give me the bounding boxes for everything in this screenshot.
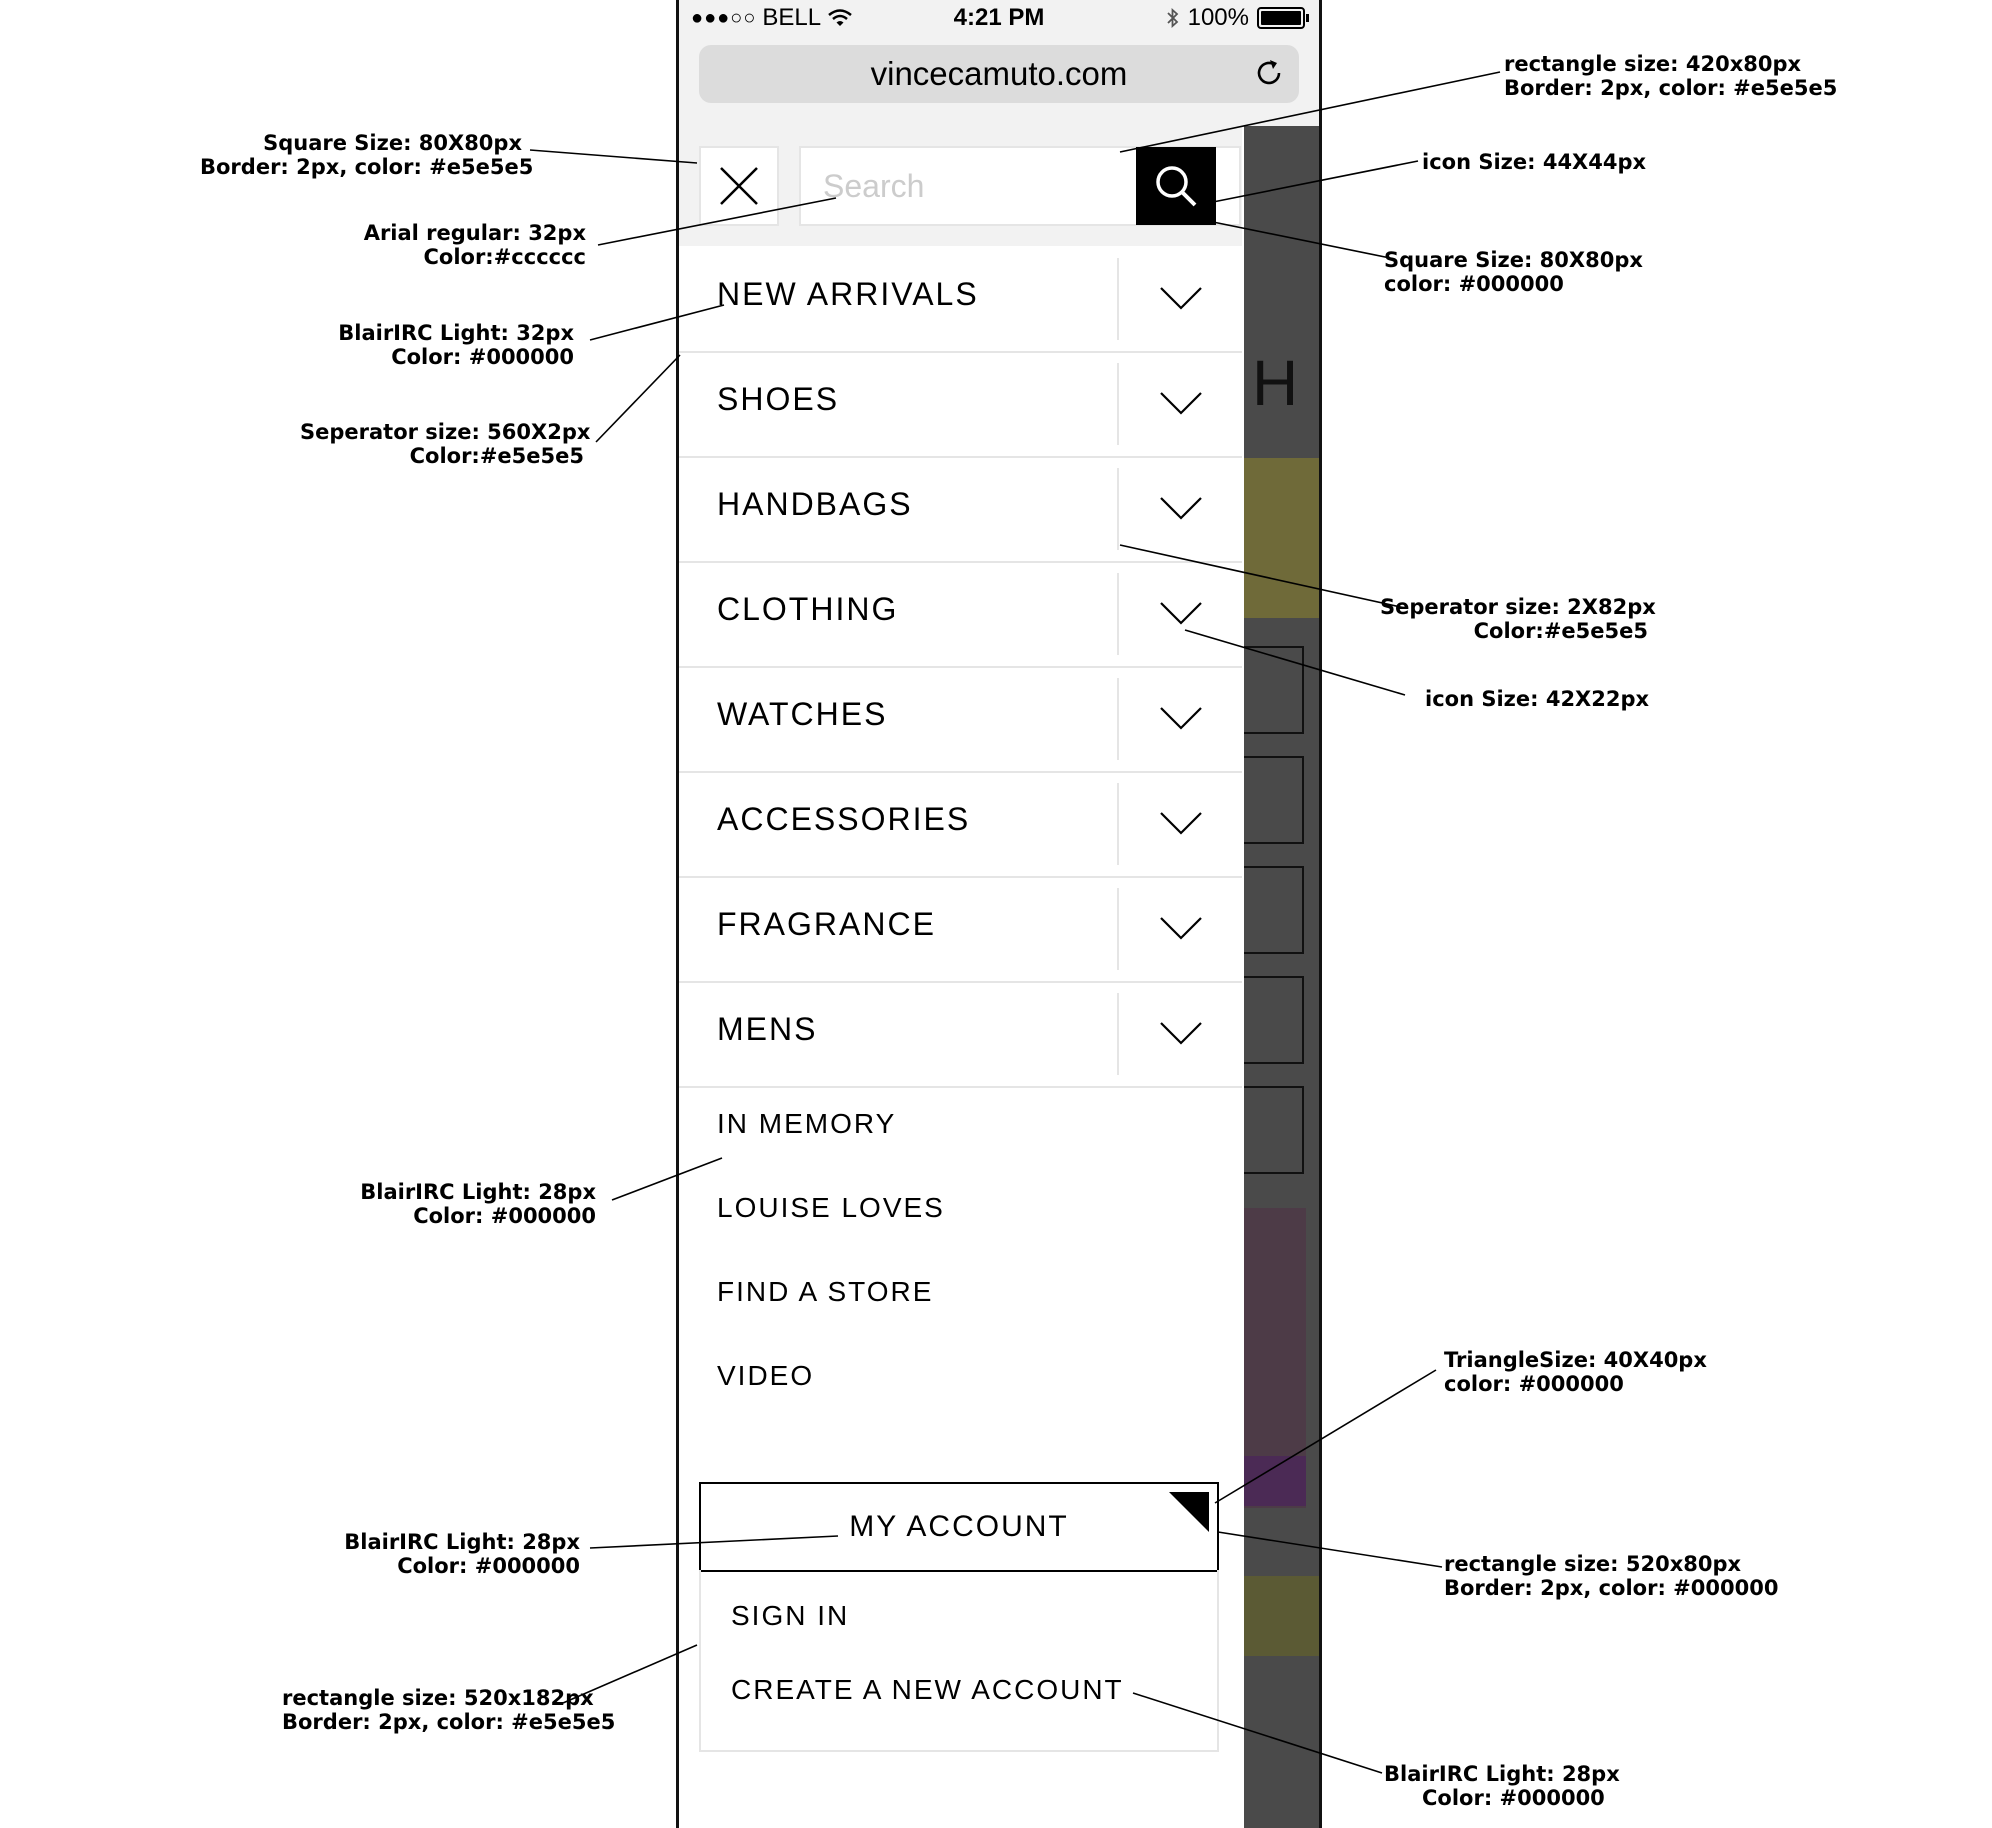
annotation-search-square: Square Size: 80X80px color: #000000	[1384, 248, 1643, 296]
search-icon	[1156, 166, 1197, 207]
url-text: vincecamuto.com	[870, 55, 1128, 92]
background-box	[1244, 756, 1304, 844]
close-button[interactable]	[699, 146, 779, 226]
create-account-link[interactable]: Create a New Account	[731, 1674, 1124, 1705]
annotation-chevron-icon: icon Size: 42X22px	[1425, 687, 1650, 711]
battery-icon	[1257, 7, 1309, 29]
close-icon	[720, 167, 758, 205]
navigation-drawer: Search New Arrivals Shoes Handbags Clothing…	[679, 126, 1242, 1828]
category-label: Accessories	[717, 801, 971, 837]
secondary-links: In Memory Louise Loves Find a Store Vide…	[717, 1108, 945, 1444]
signal-strength: ●●●○○	[691, 6, 757, 29]
bluetooth-icon	[1166, 7, 1178, 29]
annotation-links-font: BlairIRC Light: 28px Color: #000000	[360, 1180, 596, 1228]
chevron-down-icon[interactable]	[1159, 706, 1203, 730]
category-label: Fragrance	[717, 906, 936, 942]
link-video[interactable]: Video	[717, 1360, 815, 1391]
my-account-button[interactable]: MY ACCOUNT	[699, 1482, 1219, 1572]
background-page: H	[1244, 126, 1319, 1828]
background-box	[1244, 976, 1304, 1064]
category-row-mens[interactable]: Mens	[679, 983, 1242, 1088]
category-label: Clothing	[717, 591, 899, 627]
category-row-watches[interactable]: Watches	[679, 668, 1242, 773]
category-row-fragrance[interactable]: Fragrance	[679, 878, 1242, 983]
account-dropdown: Sign In Create a New Account	[699, 1570, 1219, 1752]
annotation-search-rectangle: rectangle size: 420x80px Border: 2px, co…	[1504, 52, 1838, 100]
category-separator	[1117, 258, 1119, 340]
carrier-info: ●●●○○ BELL	[691, 4, 853, 32]
category-separator	[1117, 783, 1119, 865]
address-bar[interactable]: vincecamuto.com	[699, 45, 1299, 103]
category-separator	[1117, 573, 1119, 655]
category-separator	[1117, 993, 1119, 1075]
annotation-triangle: TriangleSize: 40X40px color: #000000	[1444, 1348, 1707, 1396]
category-row-accessories[interactable]: Accessories	[679, 773, 1242, 878]
search-row: Search	[679, 126, 1242, 246]
category-row-new-arrivals[interactable]: New Arrivals	[679, 248, 1242, 353]
my-account-label: MY ACCOUNT	[849, 1510, 1069, 1543]
reload-icon[interactable]	[1253, 57, 1285, 89]
link-louise-loves[interactable]: Louise Loves	[717, 1192, 945, 1223]
search-button[interactable]	[1136, 147, 1216, 225]
annotation-dropdown-font: BlairIRC Light: 28px Color: #000000	[1384, 1762, 1620, 1810]
category-separator	[1117, 363, 1119, 445]
sign-in-link[interactable]: Sign In	[731, 1600, 850, 1631]
annotation-dropdown-rectangle: rectangle size: 520x182px Border: 2px, c…	[282, 1686, 616, 1734]
background-banner	[1244, 1576, 1319, 1656]
battery-info: 100%	[1166, 4, 1309, 32]
category-label: Watches	[717, 696, 888, 732]
background-box	[1244, 866, 1304, 954]
category-row-clothing[interactable]: Clothing	[679, 563, 1242, 668]
wifi-icon	[828, 9, 852, 26]
category-label: New Arrivals	[717, 276, 979, 312]
chevron-down-icon[interactable]	[1159, 286, 1203, 310]
browser-toolbar: vincecamuto.com	[679, 40, 1319, 127]
category-list: New Arrivals Shoes Handbags Clothing Watches…	[679, 248, 1242, 1088]
annotation-account-font: BlairIRC Light: 28px Color: #000000	[344, 1530, 580, 1578]
background-banner	[1244, 458, 1319, 618]
phone-frame: ●●●○○ BELL 4:21 PM 100% vincecamuto.com	[676, 0, 1322, 1828]
chevron-down-icon[interactable]	[1159, 496, 1203, 520]
chevron-down-icon[interactable]	[1159, 601, 1203, 625]
annotation-separator-vertical: Seperator size: 2X82px Color:#e5e5e5	[1380, 595, 1656, 643]
chevron-down-icon[interactable]	[1159, 916, 1203, 940]
category-row-shoes[interactable]: Shoes	[679, 353, 1242, 458]
annotation-search-icon: icon Size: 44X44px	[1422, 150, 1647, 174]
annotation-account-rectangle: rectangle size: 520x80px Border: 2px, co…	[1444, 1552, 1779, 1600]
category-separator	[1117, 468, 1119, 550]
background-box	[1244, 646, 1304, 734]
category-row-handbags[interactable]: Handbags	[679, 458, 1242, 563]
annotation-search-placeholder: Arial regular: 32px Color:#cccccc	[363, 221, 586, 269]
category-separator	[1117, 888, 1119, 970]
chevron-down-icon[interactable]	[1159, 811, 1203, 835]
carrier-name: BELL	[762, 4, 822, 31]
background-heading: H	[1252, 347, 1299, 419]
category-label: Mens	[717, 1011, 818, 1047]
clock: 4:21 PM	[953, 4, 1045, 31]
link-find-a-store[interactable]: Find a Store	[717, 1276, 934, 1307]
corner-triangle-icon	[1169, 1492, 1209, 1532]
link-in-memory[interactable]: In Memory	[717, 1108, 897, 1139]
annotation-category-font: BlairIRC Light: 32px Color: #000000	[338, 321, 574, 369]
background-box	[1244, 1086, 1304, 1174]
battery-percent: 100%	[1187, 4, 1249, 31]
category-separator	[1117, 678, 1119, 760]
chevron-down-icon[interactable]	[1159, 1021, 1203, 1045]
annotation-close-button: Square Size: 80X80px Border: 2px, color:…	[200, 131, 534, 179]
category-label: Handbags	[717, 486, 913, 522]
category-label: Shoes	[717, 381, 840, 417]
background-image	[1244, 1456, 1306, 1506]
chevron-down-icon[interactable]	[1159, 391, 1203, 415]
annotation-separator-horizontal: Seperator size: 560X2px Color:#e5e5e5	[300, 420, 591, 468]
status-bar: ●●●○○ BELL 4:21 PM 100%	[679, 0, 1319, 40]
